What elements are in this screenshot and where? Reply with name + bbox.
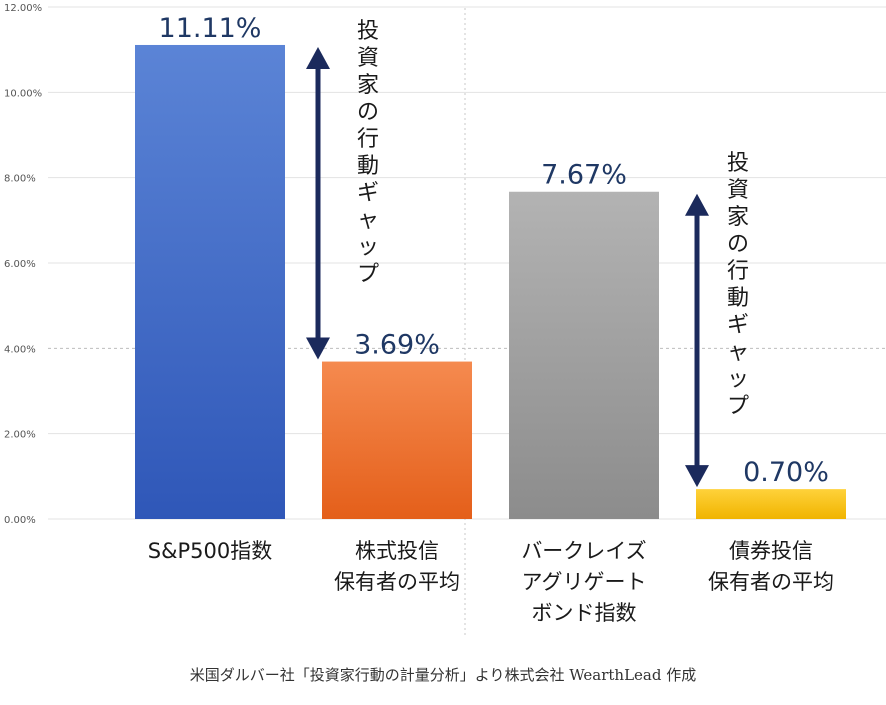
- bar: [696, 489, 846, 519]
- gap-annotation-char: の: [357, 100, 379, 125]
- category-label: アグリゲート: [522, 570, 647, 594]
- gap-annotation-char: プ: [357, 262, 379, 287]
- source-note: 米国ダルバー社「投資家行動の計量分析」より株式会社 WearthLead 作成: [190, 666, 697, 684]
- category-label: 保有者の平均: [334, 570, 460, 594]
- value-label: 0.70%: [743, 457, 829, 488]
- y-tick-label: 8.00%: [4, 174, 36, 185]
- category-label: ボンド指数: [532, 601, 637, 625]
- gap-annotation-char: 行: [357, 127, 379, 152]
- category-label: バークレイズ: [521, 539, 646, 563]
- value-label: 3.69%: [354, 330, 440, 361]
- gap-annotation-char: 家: [727, 205, 749, 230]
- y-tick-label: 2.00%: [4, 430, 36, 441]
- gap-annotation-char: ッ: [357, 235, 379, 260]
- y-tick-label: 10.00%: [4, 88, 42, 99]
- gap-annotation-char: 資: [727, 178, 749, 203]
- value-label: 7.67%: [541, 160, 627, 191]
- gap-annotation-char: 行: [727, 259, 749, 284]
- gap-annotation-char: ャ: [727, 340, 749, 365]
- gap-annotation-char: ギ: [357, 181, 379, 206]
- gap-annotation-char: 動: [357, 154, 379, 179]
- category-label: 債券投信: [729, 539, 813, 563]
- arrowhead: [685, 193, 709, 216]
- category-label: S&P500指数: [148, 539, 272, 563]
- gap-annotation-char: プ: [727, 394, 749, 419]
- y-tick-label: 12.00%: [4, 3, 42, 14]
- bar: [509, 191, 659, 519]
- gap-annotation-char: 投: [357, 19, 379, 44]
- arrowhead: [306, 337, 330, 360]
- gap-annotation-char: の: [727, 232, 749, 257]
- y-tick-label: 4.00%: [4, 344, 36, 355]
- y-tick-label: 0.00%: [4, 515, 36, 526]
- gap-annotation-char: 投: [727, 151, 749, 176]
- gap-annotation-char: ッ: [727, 367, 749, 392]
- bar: [135, 44, 285, 520]
- y-tick-label: 6.00%: [4, 259, 36, 270]
- gap-annotation-char: 家: [357, 73, 379, 98]
- category-label: 株式投信: [355, 539, 439, 563]
- gap-annotation-char: ャ: [357, 208, 379, 233]
- value-label: 11.11%: [159, 13, 262, 44]
- category-label: 保有者の平均: [708, 570, 834, 594]
- arrowhead: [306, 46, 330, 69]
- arrowhead: [685, 465, 709, 488]
- gap-annotation-char: 動: [727, 286, 749, 311]
- bar: [322, 361, 472, 519]
- gap-annotation-char: 資: [357, 46, 379, 71]
- gap-annotation-char: ギ: [727, 313, 749, 338]
